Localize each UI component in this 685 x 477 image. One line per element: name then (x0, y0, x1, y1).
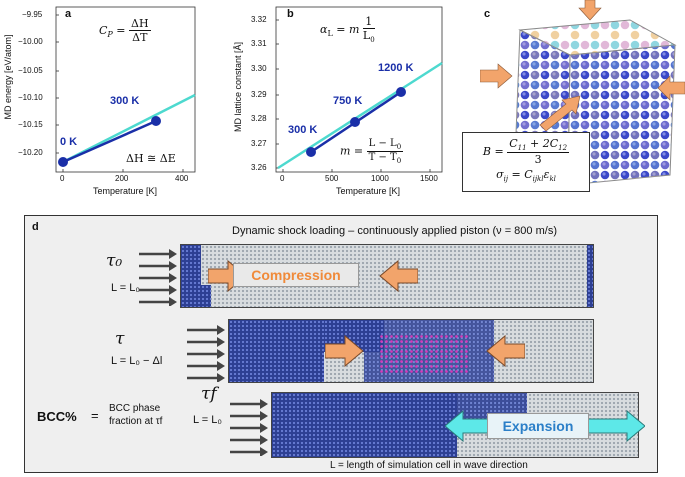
panel-d-label: d (32, 221, 39, 233)
panel-b-ytick-2: 3.30 (251, 64, 267, 73)
panel-a-fit-line (62, 119, 157, 164)
panel-b-xtick-1: 500 (325, 174, 339, 183)
row2-arrows (325, 334, 525, 368)
panel-b-point-750k (350, 117, 360, 127)
piston-arrows-row3 (230, 399, 268, 456)
row1-tau: τ₀ (106, 251, 123, 271)
piston-arrows-row1 (139, 249, 177, 306)
panel-a-point-300k (151, 116, 161, 126)
panel-a-ytick-5: −10.20 (18, 148, 43, 157)
panel-b-ytick-6: 3.26 (251, 163, 267, 172)
panel-a-ytick-2: −10.05 (18, 66, 43, 75)
panel-a-plot (55, 6, 196, 173)
panel-b-label: b (287, 8, 294, 20)
atomic-cube-illustration (480, 0, 685, 186)
panel-b-ytick-1: 3.31 (251, 39, 267, 48)
row3-tau: τf (201, 384, 217, 404)
panel-d-title: Dynamic shock loading – continuously app… (232, 225, 557, 237)
panel-b-label-300k: 300 K (288, 124, 318, 136)
panel-b-xtick-3: 1500 (420, 174, 438, 183)
row3-length: L = L₀ (193, 414, 222, 426)
panel-d: d Dynamic shock loading – continuously a… (24, 215, 658, 473)
panel-a-eq-bottom: ΔH ≅ ΔE (126, 152, 176, 165)
panel-d-footer: L = length of simulation cell in wave di… (330, 460, 528, 471)
panel-b-ytick-3: 3.29 (251, 90, 267, 99)
panel-a-xtick-2: 400 (175, 174, 189, 183)
panel-c-label: c (484, 8, 491, 20)
panel-b-eq-bottom: m = L − L0 T − T0 (340, 138, 404, 165)
panel-a-point-0k (58, 157, 68, 167)
panel-b-xtick-2: 1000 (371, 174, 389, 183)
panel-a-ytick-1: −10.00 (18, 37, 43, 46)
panel-a-label-0k: 0 K (60, 136, 78, 148)
arrow-right (657, 75, 685, 101)
panel-b-xtick-0: 0 (280, 174, 285, 183)
panel-b-eq-top: αL = m 1 L0 (320, 15, 375, 45)
panel-a-label: a (65, 8, 72, 20)
panel-c-eq-box: B = C11 + 2C12 3 σij = Cijklεkl (462, 132, 590, 192)
panel-a-ytick-0: −9.95 (22, 10, 43, 19)
panel-b-label-1200k: 1200 K (378, 62, 414, 74)
bcc-description: BCC phase fraction at τf (109, 403, 163, 427)
arrow-left (480, 63, 513, 89)
row2-tau: τ (115, 329, 125, 349)
bcc-title: BCC% (37, 409, 77, 424)
panel-b-label-750k: 750 K (333, 95, 363, 107)
panel-a-xtick-1: 200 (115, 174, 129, 183)
panel-b-xlabel: Temperature [K] (336, 186, 401, 196)
expansion-label: Expansion (487, 413, 589, 439)
bcc-equals: = (91, 408, 99, 423)
panel-a-eq-top: CP = ΔH ΔT (99, 17, 151, 44)
panel-a-ytick-3: −10.10 (18, 93, 43, 102)
simulation-strip-row2 (228, 319, 594, 383)
row2-length: L = L₀ − Δl (111, 355, 163, 367)
panel-b-point-300k (306, 147, 316, 157)
compression-label: Compression (233, 263, 359, 287)
panel-b-plot (275, 6, 443, 173)
panel-b-ytick-0: 3.32 (251, 15, 267, 24)
panel-b-ytick-5: 3.27 (251, 139, 267, 148)
panel-a-xtick-0: 0 (60, 174, 65, 183)
row1-length: L = L₀ (111, 282, 140, 294)
panel-b-point-1200k (396, 87, 406, 97)
panel-b-ytick-4: 3.28 (251, 114, 267, 123)
panel-a-xlabel: Temperature [K] (93, 186, 158, 196)
arrow-top (578, 0, 602, 21)
arrow-center (539, 95, 581, 132)
piston-arrows-row2 (187, 325, 225, 382)
panel-a-label-300k: 300 K (110, 95, 140, 107)
panel-a-ytick-4: −10.15 (18, 120, 43, 129)
